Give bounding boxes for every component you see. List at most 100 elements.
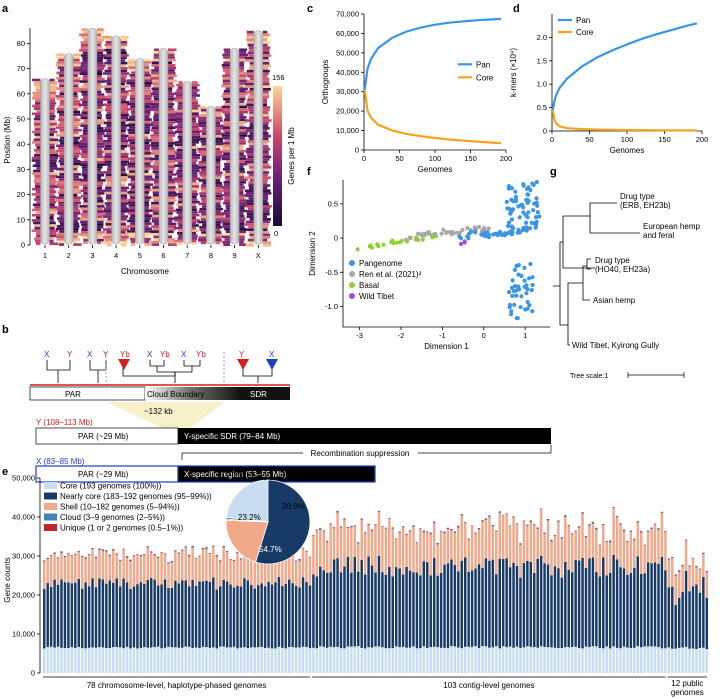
bar-segment — [419, 575, 422, 649]
scatter-point — [355, 247, 360, 252]
bar-segment — [67, 553, 70, 555]
density-cell — [127, 162, 136, 166]
scatter-point — [482, 230, 487, 235]
bar-segment — [153, 554, 156, 556]
density-cell — [127, 165, 136, 168]
scatter-point — [407, 235, 412, 240]
bar-segment — [646, 531, 650, 563]
density-cell — [168, 194, 177, 197]
tree-leaf-y2: Y — [103, 350, 109, 359]
density-cell — [262, 171, 269, 174]
scatter-point — [521, 210, 526, 215]
scatter-point — [529, 288, 534, 293]
bar-segment — [63, 556, 67, 558]
density-cell — [223, 188, 231, 192]
density-cell — [239, 233, 246, 236]
density-cell — [104, 61, 112, 65]
density-cell — [81, 173, 88, 177]
density-cell — [144, 76, 151, 80]
bar-segment — [367, 523, 370, 525]
scatter-point — [444, 230, 449, 235]
density-cell — [200, 215, 207, 219]
density-cell — [248, 241, 254, 244]
bar-segment — [470, 526, 474, 571]
density-cell — [151, 82, 159, 85]
density-cell — [151, 225, 159, 228]
density-cell — [199, 207, 207, 211]
density-cell — [225, 230, 231, 234]
orthogroup-curve-chart: 0 50 100 150 200010,00020,00030,00040,00050,… — [321, 10, 512, 175]
density-cell — [49, 185, 59, 188]
density-cell — [225, 214, 231, 218]
bar-segment — [322, 531, 325, 571]
bar-segment — [194, 647, 198, 673]
bar-segment — [602, 524, 605, 525]
chromosome-7 — [182, 80, 192, 245]
density-cell — [245, 160, 254, 164]
density-cell — [34, 120, 41, 123]
density-cell — [153, 110, 159, 114]
legend-swatch — [44, 513, 57, 521]
density-cell — [49, 96, 56, 100]
density-cell — [33, 169, 41, 173]
density-cell — [249, 124, 254, 127]
density-cell — [103, 134, 112, 138]
density-cell — [130, 154, 136, 158]
density-cell — [215, 119, 223, 122]
bar-segment — [163, 553, 167, 555]
bar-segment — [239, 586, 243, 648]
density-cell — [239, 126, 247, 130]
scatter-point — [376, 244, 381, 249]
density-cell — [56, 199, 65, 202]
bar-segment — [143, 555, 146, 584]
tree-leaf-x5: X — [269, 350, 275, 359]
bar-segment — [339, 572, 343, 649]
density-cell — [191, 226, 196, 230]
density-cell — [82, 184, 88, 187]
density-cell — [80, 153, 88, 156]
density-cell — [104, 145, 112, 148]
bar-segment — [574, 531, 577, 532]
bar-segment — [405, 535, 408, 567]
density-cell — [221, 155, 231, 158]
density-cell — [34, 185, 41, 188]
bar-segment — [263, 648, 267, 673]
density-cell — [239, 105, 248, 109]
pie-slice — [225, 519, 269, 563]
density-cell — [150, 188, 159, 192]
density-cell — [79, 80, 88, 83]
density-cell — [200, 168, 207, 172]
y-tick-label: 10,000 — [336, 126, 359, 135]
density-cell — [248, 181, 254, 185]
bar-segment — [588, 525, 591, 559]
bar-segment — [570, 572, 574, 647]
bar-segment — [184, 546, 187, 548]
density-cell — [144, 118, 152, 121]
bar-segment — [325, 542, 329, 573]
bar-segment — [160, 648, 163, 673]
density-cell — [81, 215, 88, 219]
bar-segment — [156, 558, 160, 586]
density-cell — [198, 179, 207, 182]
legend-label: Core (193 genomes (100%)) — [60, 482, 162, 491]
density-cell — [33, 221, 41, 225]
density-cell — [96, 215, 103, 219]
density-cell — [81, 181, 88, 185]
bar-segment — [446, 527, 450, 529]
density-cell — [49, 107, 55, 110]
density-cell — [73, 167, 78, 171]
density-cell — [221, 157, 231, 161]
density-cell — [168, 243, 177, 247]
bar-segment — [615, 647, 619, 673]
density-cell — [215, 111, 222, 115]
sex-chromosome-diagram: X Y X Y Yb X Yb X Yb Y X PAR Cloud Bound… — [29, 350, 552, 483]
bar-segment — [260, 559, 263, 584]
density-cell — [49, 109, 56, 113]
density-cell — [168, 162, 175, 166]
bar-segment — [588, 647, 591, 673]
density-cell — [49, 219, 55, 222]
y-axis-label: Orthogroups — [321, 60, 330, 104]
density-cell — [129, 141, 136, 145]
series-line-core — [551, 109, 697, 132]
density-cell — [120, 243, 127, 247]
